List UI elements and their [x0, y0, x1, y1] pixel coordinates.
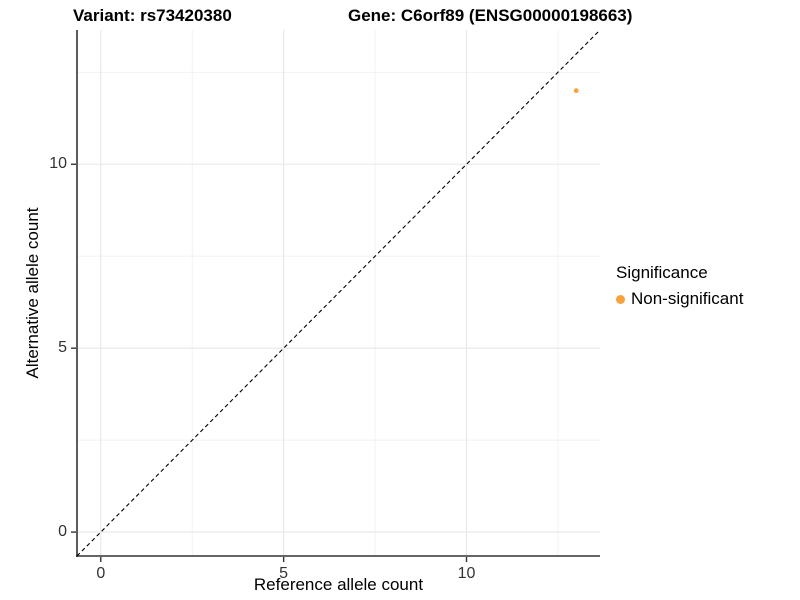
y-axis-title: Alternative allele count	[23, 207, 42, 379]
x-tick-label: 0	[96, 565, 106, 582]
plot-title-gene: Gene: C6orf89 (ENSG00000198663)	[348, 6, 633, 25]
x-tick-label: 5	[279, 565, 289, 582]
plot-title-variant: Variant: rs73420380	[73, 6, 232, 25]
y-tick-label: 0	[58, 523, 67, 541]
identity-line	[76, 29, 601, 557]
legend-entries: Non-significant	[616, 289, 743, 309]
legend-title: Significance	[616, 263, 708, 282]
legend-item-label: Non-significant	[631, 289, 744, 308]
legend-item: Non-significant	[616, 289, 743, 309]
legend-point-icon	[616, 294, 625, 304]
legend: Significance Non-significant	[616, 263, 743, 309]
x-axis-title: Reference allele count	[253, 575, 424, 594]
y-tick-label: 10	[49, 155, 67, 173]
x-tick-label: 10	[457, 565, 476, 582]
y-tick-label: 5	[58, 339, 67, 357]
data-point	[573, 88, 579, 94]
